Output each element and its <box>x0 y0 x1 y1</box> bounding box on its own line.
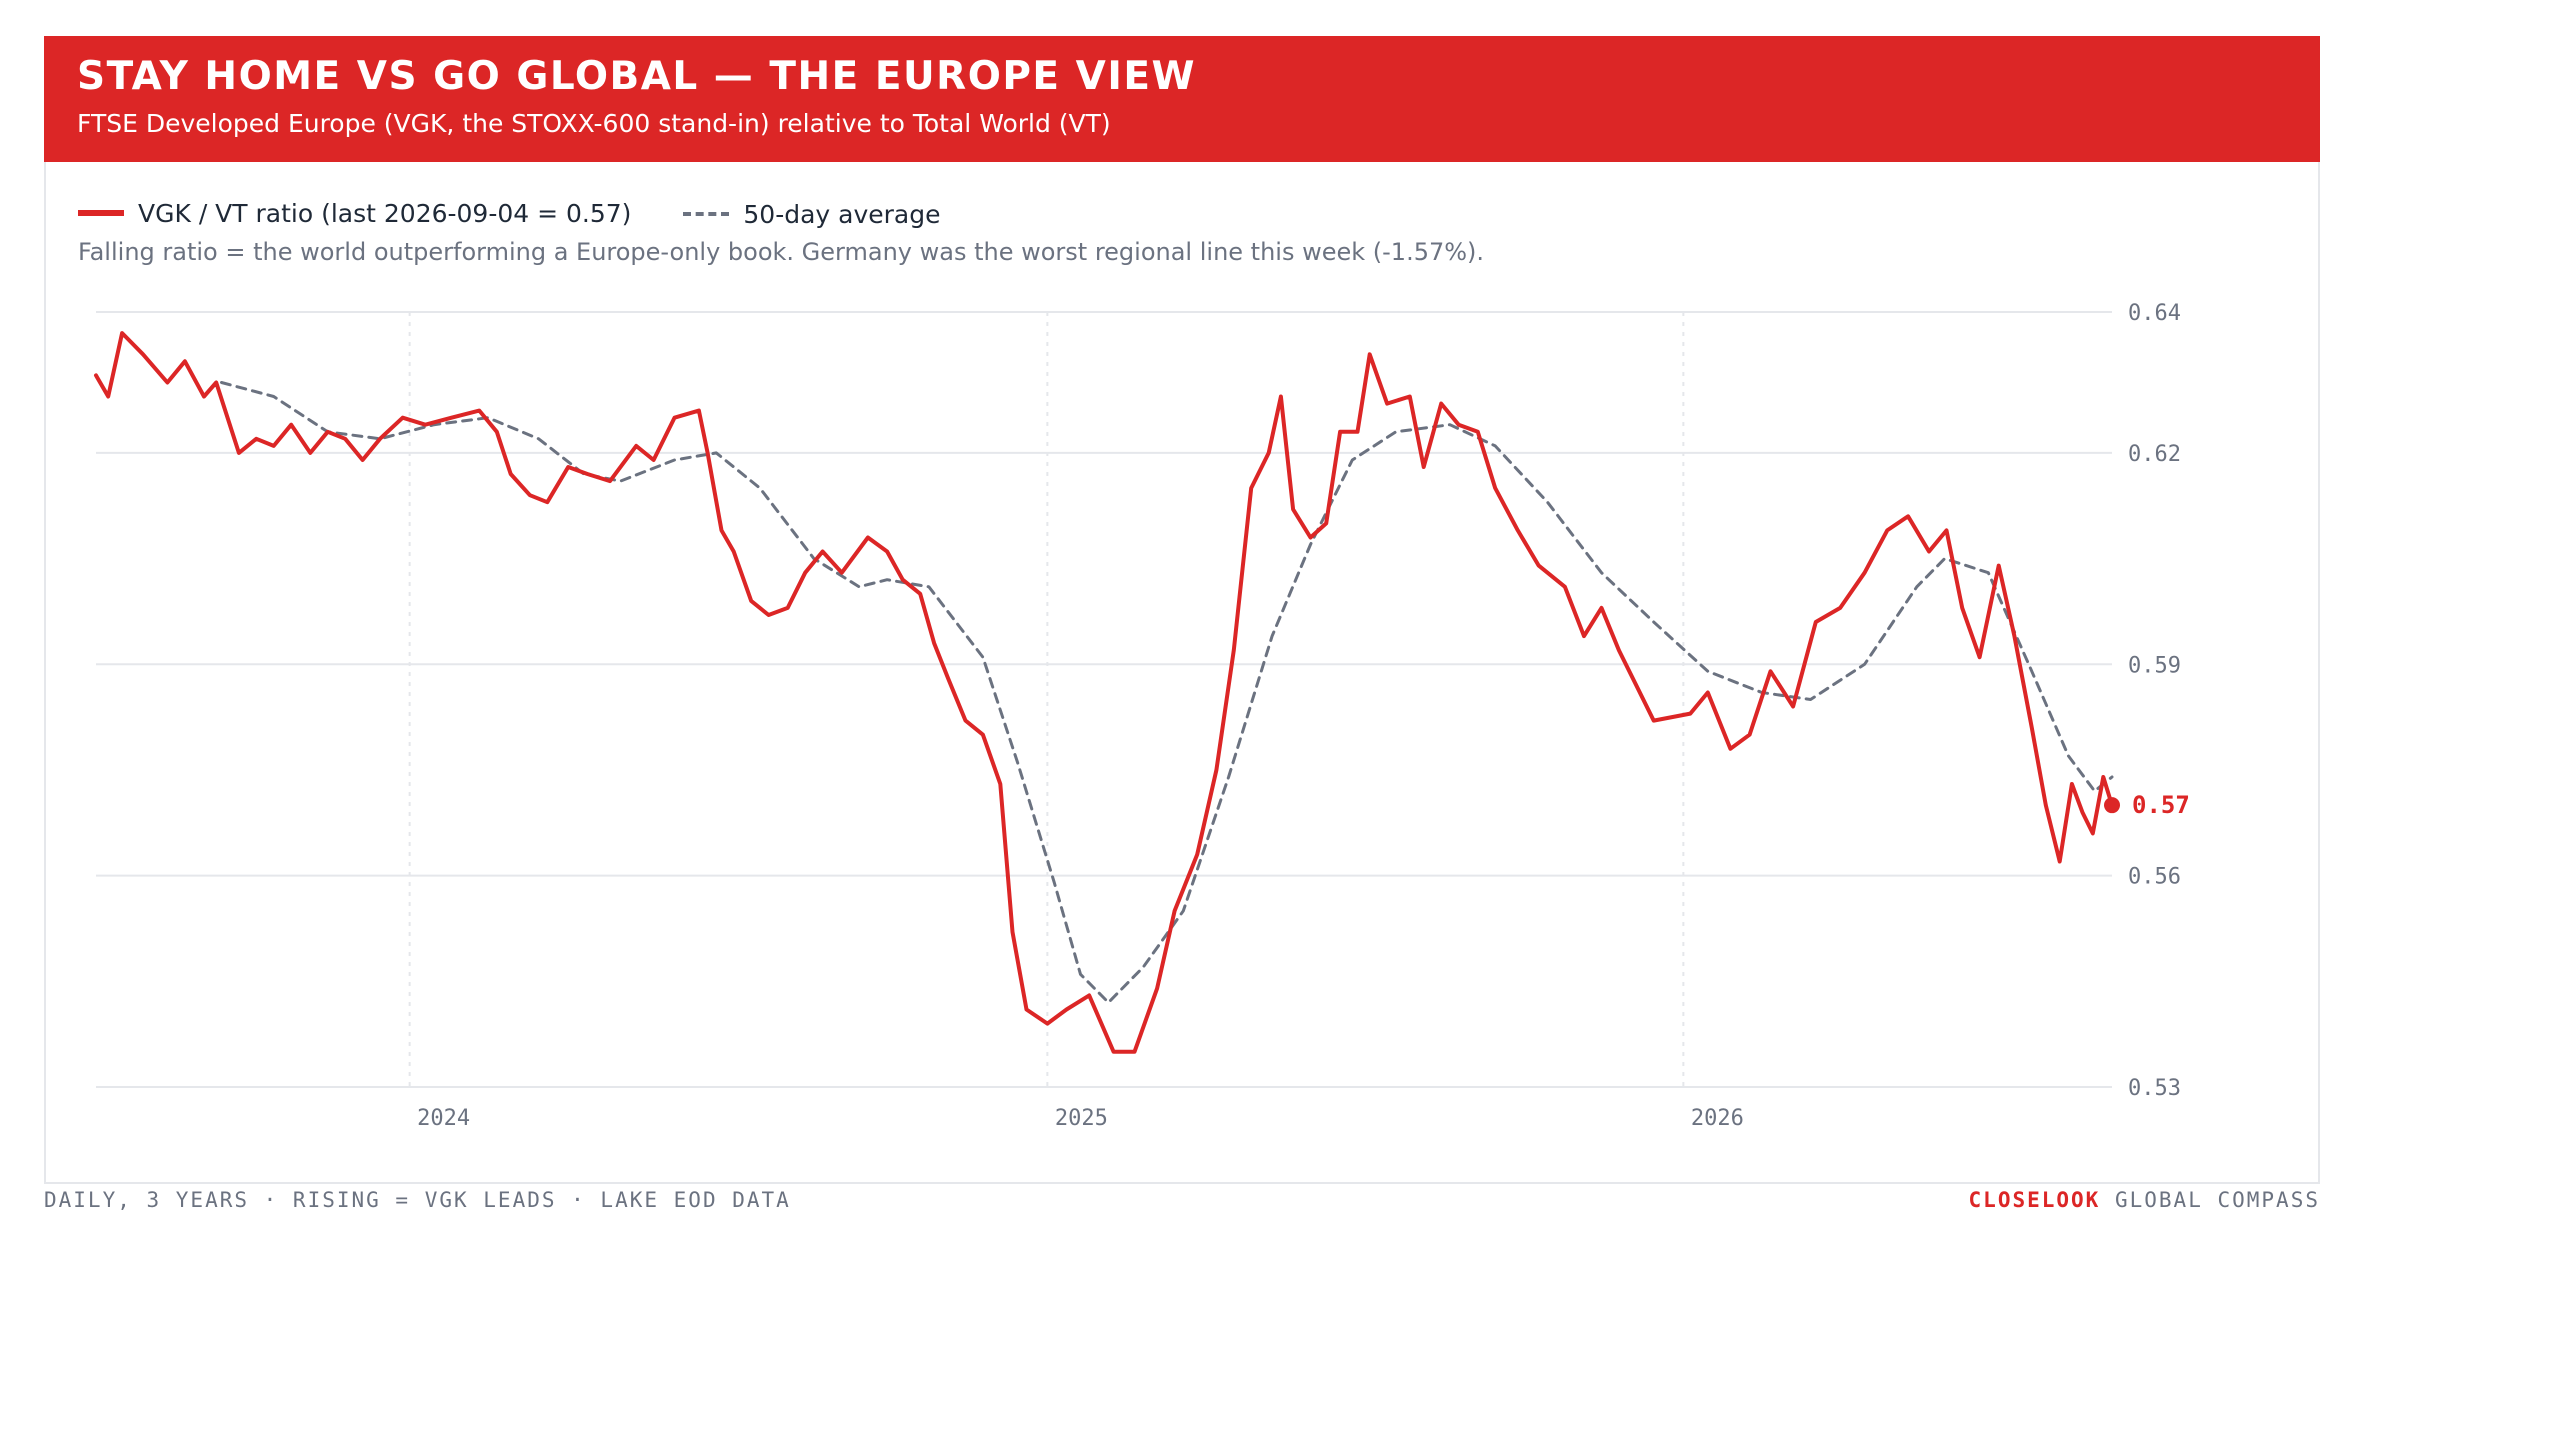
series-line-average <box>220 381 2114 1004</box>
legend-swatch-dashed <box>683 212 730 216</box>
footer-product: GLOBAL COMPASS <box>2114 1188 2320 1212</box>
legend-label-ratio: VGK / VT ratio (last 2026-09-04 = 0.57) <box>138 198 632 228</box>
y-axis-ticks: 0.64 0.62 0.59 0.56 0.53 <box>2128 301 2181 1101</box>
legend-item-average: 50-day average <box>683 199 941 229</box>
y-tick-label: 0.53 <box>2128 1076 2181 1101</box>
footer-brand-block: CLOSELOOK GLOBAL COMPASS <box>1969 1188 2320 1212</box>
series-line-ratio <box>94 331 2114 1054</box>
end-marker <box>2104 797 2120 814</box>
footer-source: DAILY, 3 YEARS · RISING = VGK LEADS · LA… <box>44 1188 791 1212</box>
x-tick-label: 2024 <box>417 1106 470 1131</box>
chart-card <box>44 36 2320 1184</box>
end-marker-group: 0.57 <box>2104 791 2190 819</box>
chart-note: Falling ratio = the world outperforming … <box>78 238 1485 266</box>
title-banner: STAY HOME VS GO GLOBAL — THE EUROPE VIEW… <box>44 36 2320 162</box>
legend-label-average: 50-day average <box>743 199 941 229</box>
chart-title: STAY HOME VS GO GLOBAL — THE EUROPE VIEW <box>77 54 1196 99</box>
legend: VGK / VT ratio (last 2026-09-04 = 0.57) … <box>78 193 985 229</box>
x-tick-label: 2025 <box>1055 1106 1108 1131</box>
x-gridlines <box>408 312 1685 1087</box>
y-tick-label: 0.59 <box>2128 653 2181 678</box>
legend-item-ratio: VGK / VT ratio (last 2026-09-04 = 0.57) <box>78 199 631 228</box>
legend-swatch-solid <box>78 210 124 216</box>
x-axis-ticks: 2024 2025 2026 <box>417 1106 1744 1131</box>
chart-subtitle: FTSE Developed Europe (VGK, the STOXX-60… <box>77 109 1111 138</box>
x-tick-label: 2026 <box>1691 1106 1744 1131</box>
footer-brand: CLOSELOOK <box>1968 1188 2101 1212</box>
y-tick-label: 0.62 <box>2128 442 2181 467</box>
end-value-label: 0.57 <box>2132 791 2190 819</box>
series-lines <box>94 331 2114 1054</box>
gridlines <box>96 311 2112 1088</box>
y-tick-label: 0.56 <box>2128 865 2181 890</box>
y-tick-label: 0.64 <box>2128 301 2181 326</box>
